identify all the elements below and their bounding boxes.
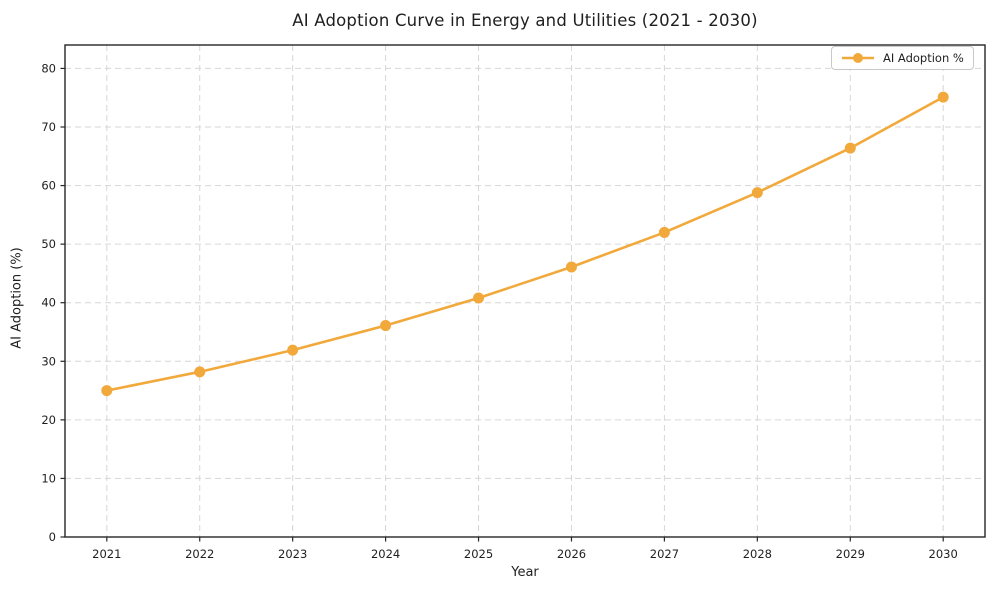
data-point bbox=[473, 292, 485, 304]
x-tick-label: 2023 bbox=[278, 547, 307, 561]
x-axis-label: Year bbox=[511, 565, 539, 580]
legend-marker-sample bbox=[853, 53, 863, 63]
x-tick-label: 2029 bbox=[836, 547, 865, 561]
x-tick-label: 2024 bbox=[371, 547, 400, 561]
y-tick-label: 30 bbox=[41, 354, 56, 368]
data-point bbox=[844, 142, 856, 154]
legend-line-marker-icon bbox=[842, 53, 874, 63]
x-tick-label: 2027 bbox=[650, 547, 679, 561]
y-tick-label: 0 bbox=[49, 530, 56, 544]
y-tick-label: 70 bbox=[41, 120, 56, 134]
data-point bbox=[101, 385, 113, 397]
y-tick-label: 20 bbox=[41, 413, 56, 427]
y-tick-label: 10 bbox=[41, 471, 56, 485]
x-tick-label: 2025 bbox=[464, 547, 493, 561]
legend-label: AI Adoption % bbox=[883, 51, 964, 65]
x-tick-label: 2028 bbox=[743, 547, 772, 561]
chart-title: AI Adoption Curve in Energy and Utilitie… bbox=[292, 11, 758, 30]
y-tick-label: 60 bbox=[41, 179, 56, 193]
y-tick-label: 50 bbox=[41, 237, 56, 251]
data-point bbox=[565, 261, 577, 273]
data-point bbox=[287, 344, 299, 356]
data-line bbox=[105, 95, 945, 392]
y-tick-label: 80 bbox=[41, 61, 56, 75]
x-tick-label: 2026 bbox=[557, 547, 586, 561]
x-tick-label: 2022 bbox=[185, 547, 214, 561]
x-tick-label: 2021 bbox=[92, 547, 121, 561]
data-point bbox=[751, 187, 763, 199]
data-point bbox=[937, 91, 949, 103]
y-tick-label: 40 bbox=[41, 296, 56, 310]
legend: AI Adoption % bbox=[831, 46, 974, 70]
y-axis-label: AI Adoption (%) bbox=[9, 247, 25, 349]
data-point bbox=[194, 366, 206, 378]
x-tick-label: 2030 bbox=[929, 547, 958, 561]
data-point bbox=[658, 226, 670, 238]
plot-border bbox=[64, 44, 986, 538]
data-point bbox=[380, 320, 392, 332]
